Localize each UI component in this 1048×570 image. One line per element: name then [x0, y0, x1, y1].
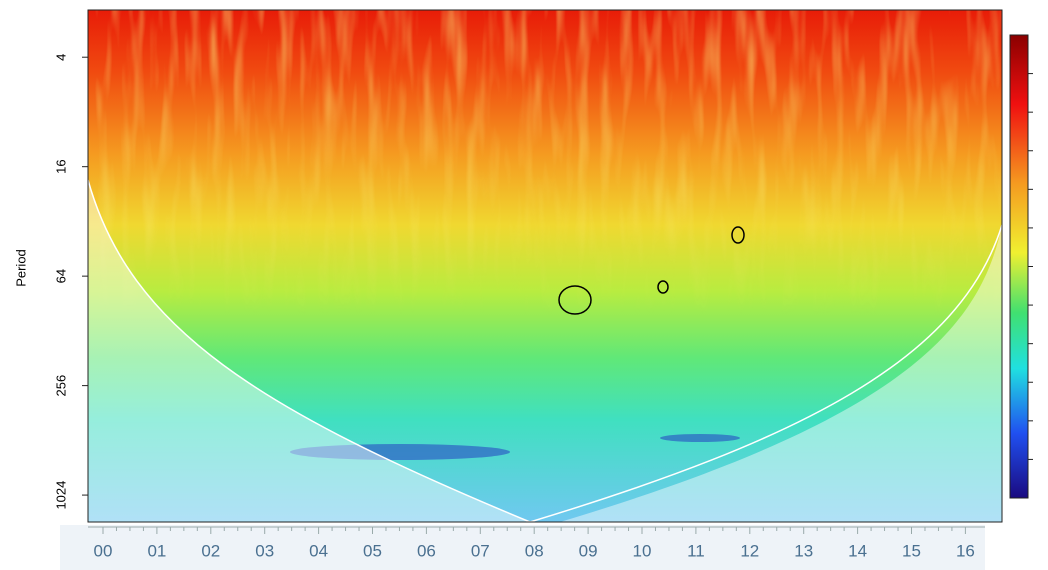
y-tick-label: 256	[53, 375, 68, 397]
x-tick-label: 06	[417, 541, 436, 560]
x-tick-label: 14	[848, 541, 867, 560]
x-tick-label: 16	[956, 541, 975, 560]
x-tick-label: 09	[579, 541, 598, 560]
x-tick-label: 07	[471, 541, 490, 560]
x-tick-label: 10	[633, 541, 652, 560]
x-axis-strip	[60, 525, 985, 570]
x-tick-label: 08	[525, 541, 544, 560]
x-tick-label: 00	[94, 541, 113, 560]
x-tick-label: 13	[794, 541, 813, 560]
x-tick-label: 04	[309, 541, 328, 560]
x-tick-label: 15	[902, 541, 921, 560]
y-tick-label: 1024	[53, 481, 68, 510]
x-tick-label: 03	[255, 541, 274, 560]
x-tick-label: 11	[687, 541, 705, 560]
y-tick-label: 64	[53, 269, 68, 283]
x-tick-label: 02	[201, 541, 220, 560]
y-axis-label: Period	[13, 249, 28, 287]
power-spectrum	[88, 10, 1002, 522]
x-tick-label: 05	[363, 541, 382, 560]
x-tick-label: 12	[740, 541, 759, 560]
x-tick-label: 01	[147, 541, 166, 560]
y-tick-label: 16	[53, 159, 68, 173]
colorbar	[1009, 34, 1029, 499]
y-tick-label: 4	[53, 54, 68, 61]
